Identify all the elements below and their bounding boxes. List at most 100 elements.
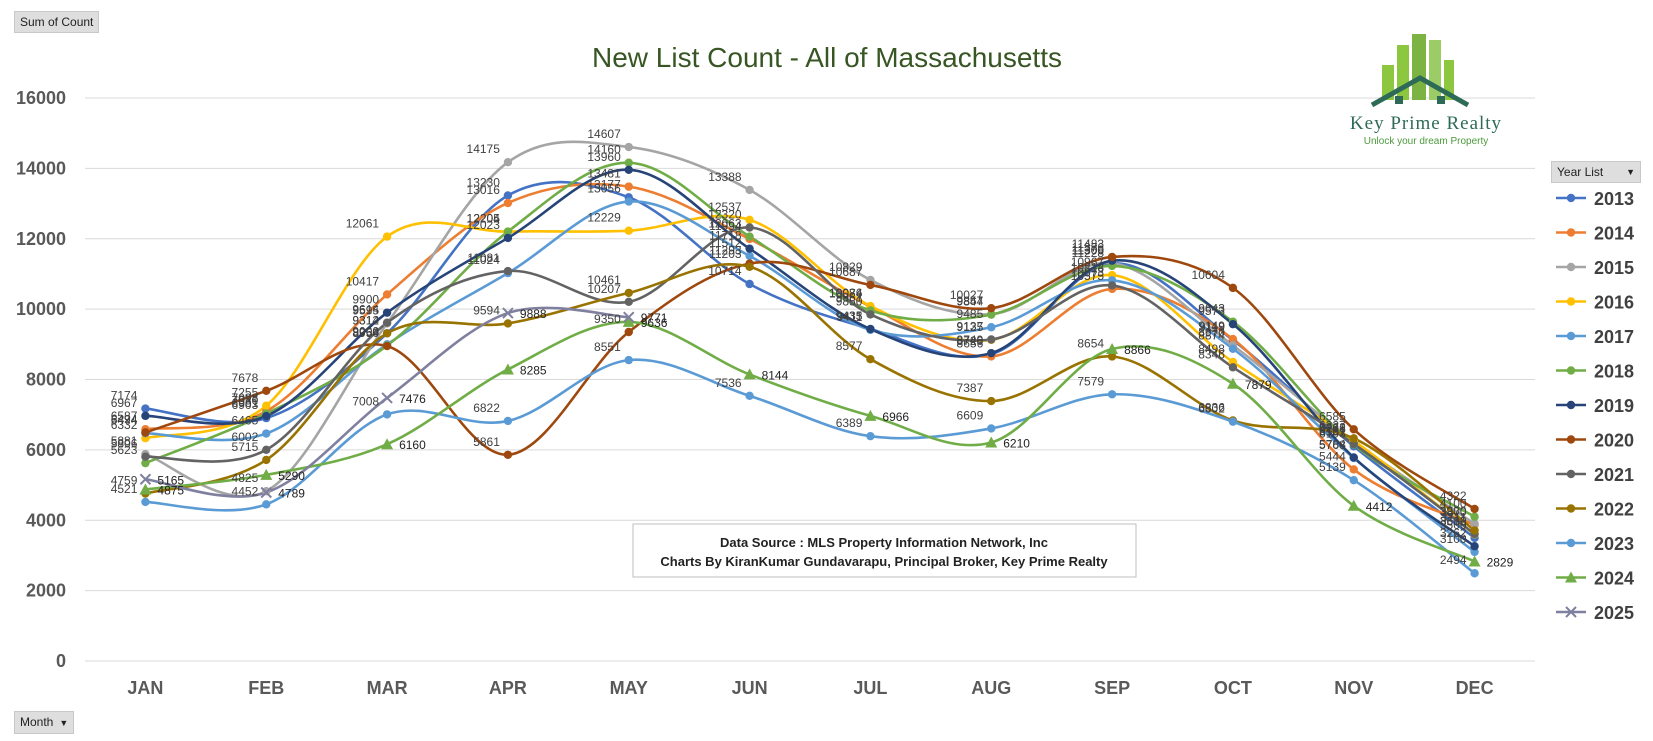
series-2022-point bbox=[503, 319, 513, 328]
legend-label: 2020 bbox=[1594, 431, 1634, 451]
legend-entry-2019[interactable]: 2019 bbox=[1556, 396, 1634, 416]
series-2025-data-label: 5165 bbox=[157, 473, 184, 487]
series-2014-point bbox=[503, 198, 513, 208]
series-2018-data-label: 9643 bbox=[1198, 302, 1225, 316]
series-2014-line bbox=[145, 182, 1476, 527]
legend-entry-2017[interactable]: 2017 bbox=[1556, 327, 1634, 347]
series-2021-point bbox=[503, 266, 513, 276]
legend-field-button[interactable]: Year List ▼ bbox=[1551, 161, 1641, 183]
series-2024-point bbox=[1347, 499, 1360, 511]
series-2019-point bbox=[624, 165, 633, 174]
series-2016-data-label: 3600 bbox=[1440, 514, 1467, 528]
legend-label: 2021 bbox=[1594, 465, 1634, 485]
legend-swatch-marker bbox=[1565, 571, 1577, 583]
legend-entry-2022[interactable]: 2022 bbox=[1556, 500, 1634, 520]
legend-swatch-marker bbox=[1566, 538, 1576, 548]
series-2024-data-label: 8285 bbox=[520, 363, 547, 377]
series-2024-data-label: 9636 bbox=[641, 316, 668, 330]
series-2023-point bbox=[382, 410, 392, 419]
series-2024-data-label: 6160 bbox=[399, 438, 426, 452]
series-2020-data-label: 11483 bbox=[1072, 237, 1105, 251]
legend-entry-2018[interactable]: 2018 bbox=[1556, 362, 1634, 382]
series-2016-point bbox=[262, 401, 271, 410]
series-2018-data-label: 7030 bbox=[232, 394, 259, 408]
series-2017-point bbox=[1228, 344, 1238, 353]
legend-entry-2023[interactable]: 2023 bbox=[1556, 534, 1634, 554]
series-2015-point bbox=[1470, 519, 1479, 528]
legend-swatch-marker bbox=[1566, 331, 1576, 341]
series-2024-data-label: 8144 bbox=[762, 368, 789, 382]
series-2017-data-label: 11512 bbox=[709, 236, 742, 250]
series-2019-point bbox=[1228, 319, 1238, 329]
series-2020-data-label: 6494 bbox=[111, 412, 138, 426]
series-2023-data-label: 6609 bbox=[957, 408, 984, 422]
series-2014-point bbox=[382, 290, 392, 299]
y-tick-label: 16000 bbox=[16, 88, 66, 108]
legend-entry-2015[interactable]: 2015 bbox=[1556, 258, 1634, 278]
series-2013-data-label: 8720 bbox=[957, 334, 984, 348]
series-2020-data-label: 9350 bbox=[594, 312, 621, 326]
series-2014-data-label: 10575 bbox=[1071, 269, 1105, 283]
series-2024-data-label: 8866 bbox=[1124, 343, 1151, 357]
series-2016-point bbox=[745, 215, 754, 225]
series-2023-point bbox=[866, 431, 875, 441]
building-logo-icon bbox=[1370, 34, 1470, 108]
series-2022-point bbox=[866, 354, 875, 364]
axis-field-button[interactable]: Month ▼ bbox=[14, 711, 75, 734]
series-2020-point bbox=[1107, 252, 1117, 262]
legend-entry-2014[interactable]: 2014 bbox=[1556, 224, 1634, 244]
legend-entry-2020[interactable]: 2020 bbox=[1556, 431, 1634, 451]
series-2020-point bbox=[141, 428, 150, 437]
series-2023-data-label: 2494 bbox=[1440, 553, 1467, 567]
series-2024-line bbox=[145, 320, 1476, 563]
series-2022-data-label: 9312 bbox=[352, 313, 379, 327]
series-2021-point bbox=[745, 223, 754, 232]
y-tick-label: 6000 bbox=[26, 440, 66, 460]
series-2019-point bbox=[745, 244, 754, 253]
series-2024-point bbox=[1226, 377, 1239, 389]
legend-label: 2016 bbox=[1594, 293, 1634, 313]
series-2025-point bbox=[623, 311, 635, 323]
series-2017-data-label: 10818 bbox=[1071, 260, 1105, 274]
series-2020-point bbox=[987, 303, 996, 313]
series-2017-point bbox=[987, 323, 996, 332]
series-2021-point bbox=[987, 335, 996, 344]
series-2022-point bbox=[1107, 352, 1117, 361]
x-tick-label: OCT bbox=[1214, 678, 1252, 698]
series-2023-point bbox=[1228, 417, 1238, 426]
series-2022-data-label: 4759 bbox=[111, 474, 138, 488]
series-2019-data-label: 8749 bbox=[957, 333, 984, 347]
series-2015-data-label: 10829 bbox=[829, 260, 863, 274]
chart-title: New List Count - All of Massachusetts bbox=[592, 42, 1062, 73]
legend-label: 2022 bbox=[1594, 500, 1634, 520]
series-2019-data-label: 6967 bbox=[111, 396, 138, 410]
legend-entry-2024[interactable]: 2024 bbox=[1556, 569, 1634, 589]
x-tick-label: SEP bbox=[1094, 678, 1130, 698]
series-2013-data-label: 6103 bbox=[1319, 426, 1346, 440]
series-2020-data-label: 6585 bbox=[1319, 409, 1346, 423]
series-2019-data-label: 13960 bbox=[587, 150, 621, 164]
series-2016-point bbox=[382, 232, 392, 241]
legend-entry-2021[interactable]: 2021 bbox=[1556, 465, 1634, 485]
value-field-button[interactable]: Sum of Count bbox=[14, 11, 100, 33]
series-2025-data-label: 7476 bbox=[399, 392, 426, 406]
legend-entry-2025[interactable]: 2025 bbox=[1556, 603, 1634, 623]
series-2022-point bbox=[987, 396, 996, 406]
value-field-label: Sum of Count bbox=[20, 15, 94, 29]
series-2020-data-label: 8950 bbox=[352, 326, 379, 340]
legend-entry-2016[interactable]: 2016 bbox=[1556, 293, 1634, 313]
series-2014-data-label: 11994 bbox=[709, 219, 742, 233]
series-2022-point bbox=[382, 329, 392, 338]
source-line-2: Charts By KiranKumar Gundavarapu, Princi… bbox=[660, 554, 1108, 569]
series-2023-point bbox=[1107, 390, 1117, 399]
legend-swatch-marker bbox=[1566, 435, 1576, 444]
y-tick-label: 14000 bbox=[16, 158, 66, 178]
series-2022-point bbox=[1470, 526, 1479, 535]
series-2023-point bbox=[262, 500, 271, 509]
legend-entry-2013[interactable]: 2013 bbox=[1556, 189, 1634, 209]
series-2020-data-label: 7678 bbox=[232, 371, 259, 385]
series-2013-data-label: 6903 bbox=[232, 398, 259, 412]
series-2018-data-label: 14160 bbox=[587, 143, 621, 157]
series-2025-point bbox=[381, 392, 393, 404]
series-2024-point bbox=[985, 436, 998, 448]
